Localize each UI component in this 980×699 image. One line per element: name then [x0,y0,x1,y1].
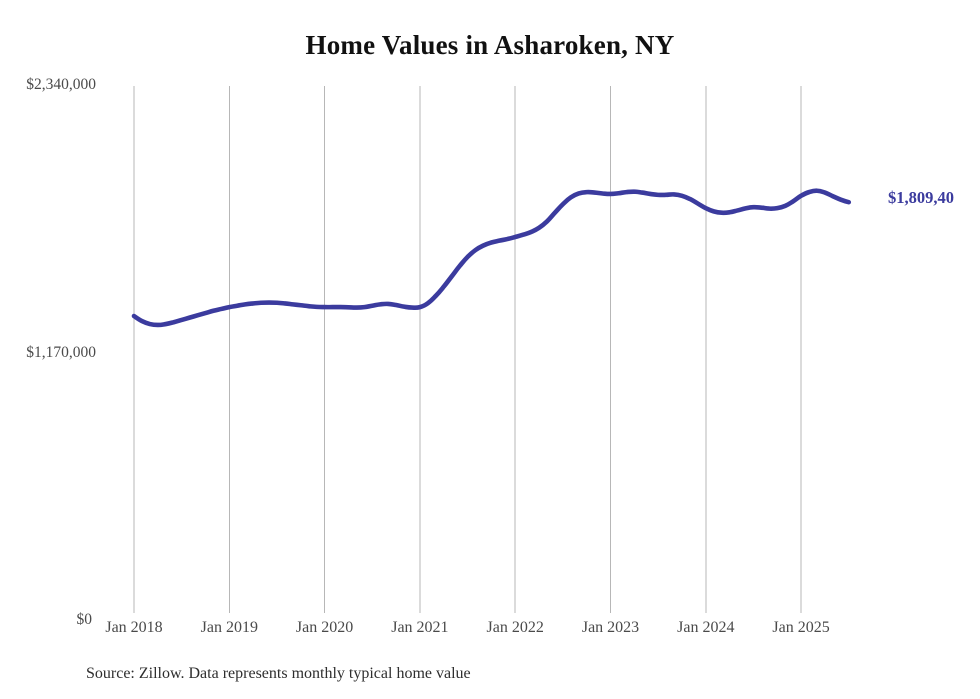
source-note: Source: Zillow. Data represents monthly … [86,665,471,682]
x-axis-label-jan-2020: Jan 2020 [295,619,354,636]
x-axis-label-jan-2019: Jan 2019 [200,619,258,636]
x-axis-label-jan-2023: Jan 2023 [581,619,640,636]
x-axis-label-jan-2018: Jan 2018 [105,619,163,636]
x-axis-label-jan-2025: Jan 2025 [772,619,830,636]
home-value-line-series [131,188,852,328]
x-axis-label-jan-2022: Jan 2022 [486,619,544,636]
gridlines-group [133,86,802,613]
y-axis-label-top: $2,340,000 [26,76,96,93]
y-axis-label-mid: $1,170,000 [26,344,96,361]
series-end-value-label: $1,809,40 [888,188,954,207]
y-axis-label-bottom: $0 [76,611,93,628]
x-axis-label-jan-2021: Jan 2021 [391,619,449,636]
chart-title: Home Values in Asharoken, NY [305,30,675,60]
x-axis-label-jan-2024: Jan 2024 [677,619,735,636]
